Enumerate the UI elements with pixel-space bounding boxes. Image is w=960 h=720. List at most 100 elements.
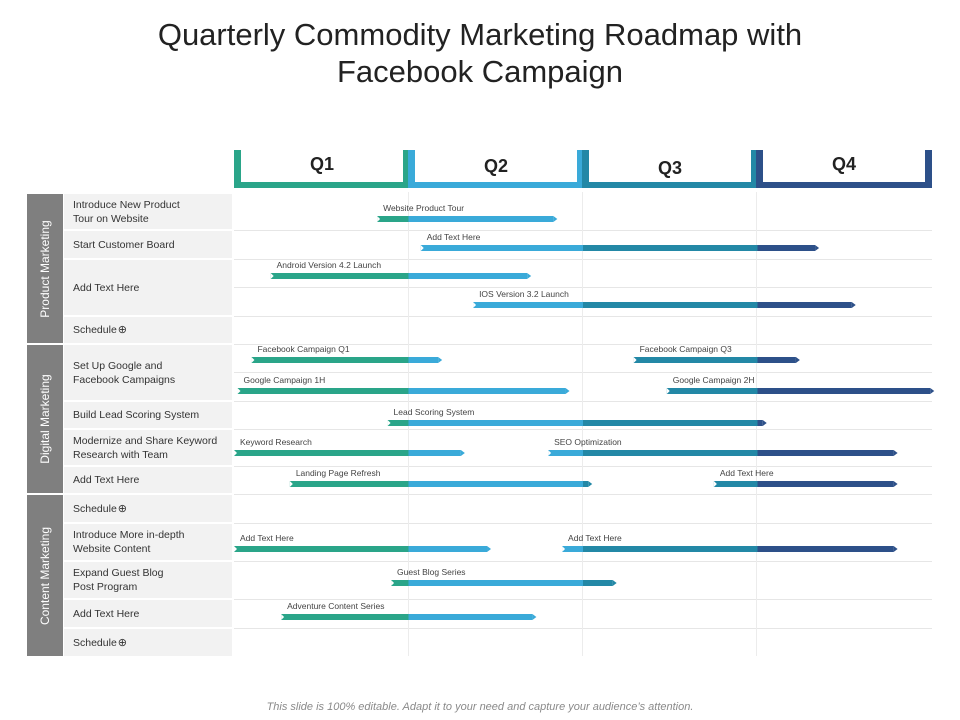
row-label-text: Schedule	[73, 636, 117, 649]
bar-arrow-tip	[565, 388, 570, 394]
bar-segment	[251, 357, 409, 363]
grid-line	[234, 628, 932, 629]
bar-arrow-tip	[460, 450, 465, 456]
task-bar: Facebook Campaign Q3	[633, 344, 800, 363]
bar-segment	[408, 216, 554, 222]
bar-segment	[757, 357, 796, 363]
bar-segment	[408, 546, 488, 552]
grid-line	[234, 401, 932, 402]
bar-start-notch	[377, 216, 381, 222]
bar-segment	[583, 245, 758, 251]
row-label: Set Up Google and Facebook Campaigns	[64, 345, 232, 400]
row-label-text: Schedule	[73, 324, 117, 336]
bar-segment	[757, 388, 931, 394]
bar-arrow-tip	[893, 546, 898, 552]
bar-arrow-tip	[553, 216, 558, 222]
task-label: Keyword Research	[240, 437, 312, 447]
bar-arrow-tip	[762, 420, 767, 426]
quarter-label: Q3	[657, 158, 682, 178]
task-label: Google Campaign 2H	[673, 375, 755, 385]
title-line-2: Facebook Campaign	[336, 54, 624, 89]
row-label: Add Text Here	[64, 260, 232, 315]
bar-start-notch	[562, 546, 566, 552]
plus-circle-icon[interactable]: ⊕	[117, 636, 128, 649]
bar-arrow-tip	[815, 245, 820, 251]
row-label: Start Customer Board	[64, 231, 232, 258]
task-bar: Google Campaign 1H	[237, 375, 570, 394]
page-title: Quarterly Commodity Marketing Roadmap wi…	[0, 16, 960, 90]
task-label: Android Version 4.2 Launch	[277, 260, 382, 270]
task-label: IOS Version 3.2 Launch	[479, 289, 569, 299]
quarter-header-q1: Q1	[234, 150, 410, 188]
plus-circle-icon[interactable]: ⊕	[117, 502, 128, 515]
task-bar: Add Text Here	[713, 468, 898, 487]
grid-line	[234, 523, 932, 524]
bar-segment	[757, 481, 894, 487]
grid-line	[234, 316, 932, 317]
task-label: Facebook Campaign Q3	[640, 344, 732, 354]
bar-segment	[234, 450, 409, 456]
bar-segment	[270, 273, 409, 279]
quarter-label: Q1	[309, 154, 334, 174]
bar-segment	[281, 614, 409, 620]
bar-start-notch	[633, 357, 637, 363]
row-label-text: Start Customer Board	[73, 238, 175, 251]
task-label: SEO Optimization	[554, 437, 622, 447]
bar-start-notch	[713, 481, 717, 487]
quarter-label: Q2	[483, 156, 508, 176]
task-bar: Landing Page Refresh	[289, 468, 593, 487]
bar-arrow-tip	[893, 450, 898, 456]
bar-segment	[408, 273, 528, 279]
task-bar: Keyword Research	[234, 437, 465, 456]
row-label-text: Schedule	[73, 502, 117, 515]
row-label: Add Text Here	[64, 600, 232, 627]
row-label: Introduce New Product Tour on Website	[64, 194, 232, 229]
section-band-product-marketing: Product Marketing	[27, 194, 63, 343]
bar-segment	[583, 580, 613, 586]
task-label: Add Text Here	[720, 468, 774, 478]
grid-line	[234, 344, 932, 345]
task-label: Add Text Here	[568, 533, 622, 543]
quarter-label: Q4	[831, 154, 856, 174]
bar-arrow-tip	[588, 481, 593, 487]
footer-note: This slide is 100% editable. Adapt it to…	[266, 701, 694, 713]
task-label: Guest Blog Series	[397, 567, 466, 577]
bar-segment	[408, 481, 583, 487]
task-label: Adventure Content Series	[287, 601, 384, 611]
task-bar: IOS Version 3.2 Launch	[473, 289, 856, 308]
row-label-text: Add Text Here	[73, 281, 140, 294]
plus-circle-icon[interactable]: ⊕	[117, 324, 128, 336]
row-label: Schedule ⊕	[64, 317, 232, 343]
grid-line	[234, 259, 932, 260]
bar-arrow-tip	[438, 357, 443, 363]
bar-segment	[237, 388, 409, 394]
bar-start-notch	[420, 245, 424, 251]
bar-start-notch	[387, 420, 391, 426]
row-label-text: Set Up Google and Facebook Campaigns	[73, 359, 176, 386]
bar-segment	[583, 302, 758, 308]
bar-segment	[408, 450, 461, 456]
task-label: Facebook Campaign Q1	[257, 344, 349, 354]
task-bar: Add Text Here	[420, 232, 820, 251]
bar-segment	[408, 357, 439, 363]
grid-line	[234, 230, 932, 231]
quarter-header-q3: Q3	[582, 150, 758, 188]
row-label: Introduce More in-depth Website Content	[64, 524, 232, 560]
bar-segment	[757, 450, 894, 456]
bar-segment	[583, 420, 758, 426]
task-label: Add Text Here	[427, 232, 481, 242]
bar-segment	[408, 420, 583, 426]
grid-line	[234, 287, 932, 288]
row-label-text: Introduce New Product Tour on Website	[73, 198, 180, 225]
bar-segment	[377, 216, 409, 222]
quarter-header-q4: Q4	[756, 150, 932, 188]
bar-segment	[548, 450, 583, 456]
row-label: Schedule ⊕	[64, 495, 232, 522]
row-label-text: Introduce More in-depth Website Content	[73, 529, 185, 555]
task-label: Website Product Tour	[383, 203, 464, 213]
task-bar: Lead Scoring System	[387, 407, 767, 426]
bar-segment	[666, 388, 758, 394]
bar-arrow-tip	[851, 302, 856, 308]
grid-line	[234, 561, 932, 562]
task-label: Google Campaign 1H	[243, 375, 325, 385]
